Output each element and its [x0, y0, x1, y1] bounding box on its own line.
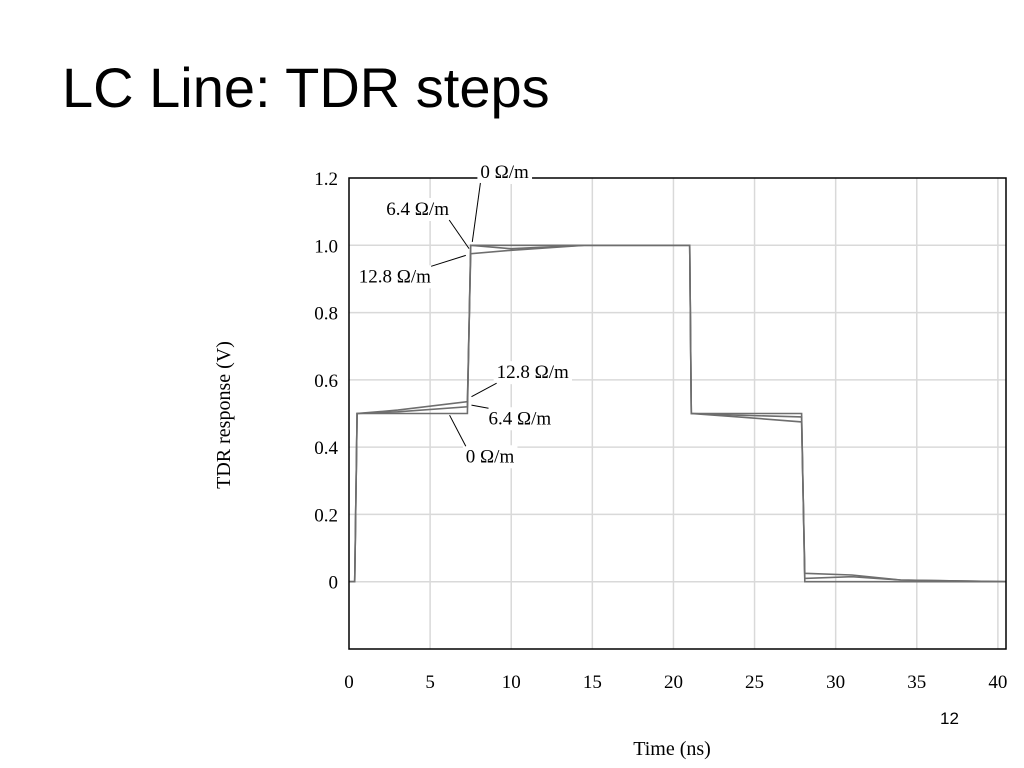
- annotation-5: 0 Ω/m: [449, 414, 518, 469]
- annotation-leader: [448, 219, 470, 249]
- x-tick-label: 20: [664, 672, 683, 693]
- annotation-background: [493, 361, 573, 385]
- y-tick-label: 1.0: [314, 236, 338, 257]
- x-tick-label: 35: [907, 672, 926, 693]
- annotation-leader: [471, 382, 497, 398]
- x-tick-label: 5: [425, 672, 435, 693]
- x-tick-label: 30: [826, 672, 845, 693]
- series-line-0: [349, 244, 1006, 583]
- slide-title: LC Line: TDR steps: [62, 56, 550, 119]
- grid: [349, 178, 1006, 649]
- annotation-label: 0 Ω/m: [466, 446, 515, 467]
- x-axis-label: Time (ns): [633, 738, 711, 760]
- y-tick-label: 1.2: [314, 169, 338, 190]
- annotation-background: [383, 198, 453, 222]
- annotation-label: 12.8 Ω/m: [497, 362, 569, 383]
- annotation-leader: [430, 254, 466, 267]
- annotation-leader: [449, 414, 467, 447]
- annotation-background: [477, 161, 533, 184]
- annotation-1: 6.4 Ω/m: [383, 198, 470, 249]
- annotation-background: [462, 445, 518, 469]
- page-number: 12: [940, 709, 959, 728]
- annotation-label: 0 Ω/m: [480, 162, 529, 183]
- y-tick-label: 0.2: [314, 505, 338, 526]
- y-tick-label: 0.6: [314, 371, 338, 392]
- plot-frame: [348, 177, 1007, 650]
- x-tick-label: 25: [745, 672, 764, 693]
- series-layer: [349, 244, 1007, 583]
- series-line-2: [349, 244, 1007, 583]
- y-tick-label: 0: [329, 573, 339, 594]
- annotation-background: [485, 407, 555, 431]
- annotation-0: 0 Ω/m: [471, 161, 533, 242]
- annotation-label: 6.4 Ω/m: [489, 408, 552, 429]
- annotation-4: 6.4 Ω/m: [471, 404, 555, 431]
- y-tick-label: 0.8: [314, 304, 338, 325]
- annotation-background: [355, 265, 435, 289]
- y-axis-label: TDR response (V): [213, 341, 235, 489]
- annotation-leader: [471, 182, 481, 242]
- x-tick-label: 0: [344, 672, 354, 693]
- annotation-label: 6.4 Ω/m: [386, 199, 449, 220]
- annotation-label: 12.8 Ω/m: [359, 266, 431, 287]
- annotations: 0 Ω/m 6.4 Ω/m 12.8 Ω/m 12.8 Ω/m 6.4 Ω/m 0 Ω/m: [355, 161, 573, 469]
- x-tick-label: 15: [583, 672, 602, 693]
- annotation-3: 12.8 Ω/m: [471, 361, 573, 398]
- x-tick-label: 10: [502, 672, 521, 693]
- tick-labels: 0 5 10 15 20 25 30 35 40 1.2 1.0 0.8 0.6 0.4 0.2 0: [314, 169, 1007, 693]
- annotation-2: 12.8 Ω/m: [355, 254, 466, 289]
- annotation-leader: [471, 404, 489, 409]
- y-tick-label: 0.4: [314, 438, 338, 459]
- x-tick-label: 40: [988, 672, 1007, 693]
